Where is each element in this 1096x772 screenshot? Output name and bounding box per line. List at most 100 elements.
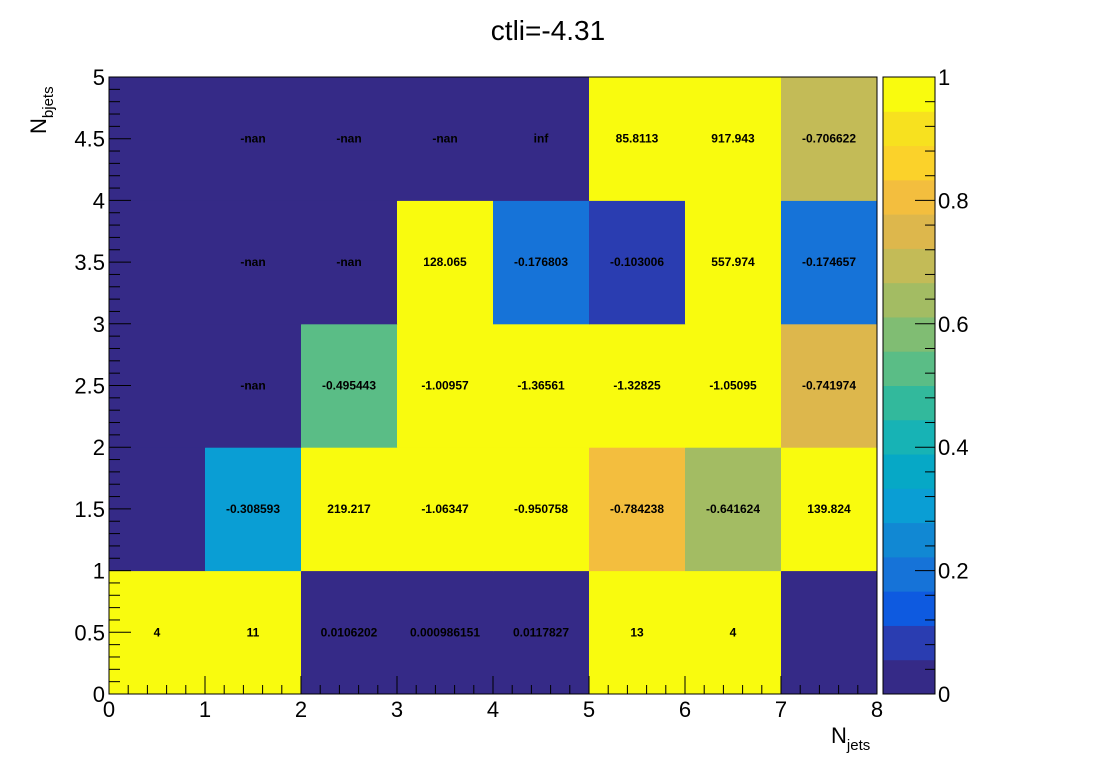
palette-swatch [883,591,935,626]
cell-value-label: inf [534,132,550,146]
heatmap-cell [301,77,398,201]
x-tick-label: 4 [487,697,499,722]
heatmap-cell [301,200,398,325]
x-axis-title-sub: jets [846,737,870,754]
cell-value-label: -0.308593 [226,502,280,516]
color-scale: 0 0.2 0.4 0.6 0.8 1 [882,65,969,707]
cell-value-label: -0.103006 [610,255,664,269]
x-tick-label: 5 [583,697,595,722]
y-tick-label: 0 [93,682,105,707]
palette-swatch [883,282,935,318]
heatmap-cell [205,570,302,695]
heatmap-cell [397,570,494,695]
y-tick-label: 1.5 [74,497,105,522]
cell-value-label: -1.05095 [709,379,757,393]
cell-value-label: -1.32825 [613,379,661,393]
heatmap-cell [685,323,782,448]
chart-title: ctli=-4.31 [491,15,605,46]
heatmap-cell [301,570,398,695]
y-axis-title-base: N [26,118,51,134]
palette-frame [882,76,936,695]
palette-tick-label: 0 [938,682,950,707]
y-tick-label: 4 [93,188,105,213]
heatmap-cell [397,323,494,448]
palette-swatch [883,214,935,249]
palette-swatch [883,385,935,421]
palette-swatch [883,248,935,284]
y-tick-label: 4.5 [74,127,105,152]
y-tick-label: 5 [93,65,105,90]
y-axis-title: Nbjets [26,86,57,134]
heatmap-cell [493,570,590,695]
heatmap-cell [589,323,686,448]
heatmap-cell [493,200,590,325]
heatmap-cell [493,77,590,201]
cell-value-label: -0.641624 [706,502,760,516]
heatmap-cell [589,570,686,695]
cell-value-label: -1.00957 [421,379,469,393]
heatmap-cell [205,447,302,572]
palette-swatch [883,659,935,695]
heatmap-cell [397,200,494,325]
cell-value-label: 0.0117827 [513,625,569,639]
cell-value-label: -0.495443 [322,379,376,393]
x-axis-title: Njets [831,723,870,754]
cell-value-label: -0.950758 [514,502,568,516]
x-tick-label: 2 [295,697,307,722]
y-tick-label: 2.5 [74,374,105,399]
cell-value-label: -nan [240,132,265,146]
cell-value-label: 128.065 [423,255,467,269]
heatmap-cell [301,323,398,448]
y-tick-label: 1 [93,559,105,584]
heatmap-cell [685,77,782,201]
heatmap-cell [781,447,878,572]
heatmap-cell [205,323,302,448]
heatmap-cell [493,447,590,572]
cell-value-label: -0.174657 [802,255,856,269]
axes: 0 1 2 3 4 5 6 7 8 0 0.5 1 1.5 2 2.5 3 3.5 4 4.5 5 [74,65,883,722]
heatmap-cell [493,323,590,448]
cell-value-label: -nan [432,132,457,146]
cell-value-label: -nan [336,255,361,269]
heatmap-cell [781,570,878,695]
heatmap-cell [589,77,686,201]
cell-value-label: 4 [730,625,737,639]
cell-value-label: 139.824 [807,502,851,516]
heatmap-cell [781,323,878,448]
x-tick-label: 3 [391,697,403,722]
cell-value-label: 557.974 [711,255,755,269]
cell-value-label: 11 [247,625,260,639]
heatmap-cell [781,200,878,325]
cell-value-label: -1.06347 [421,502,469,516]
y-tick-label: 3.5 [74,250,105,275]
x-tick-label: 0 [103,697,115,722]
x-tick-label: 8 [871,697,883,722]
cell-value-label: 219.217 [327,502,371,516]
heatmap-cell [301,447,398,572]
cell-labels: 4 11 0.0106202 0.000986151 0.0117827 13 4 -0.30… [154,132,857,640]
heatmap-cell [205,77,302,201]
heatmap-cell [589,200,686,325]
palette-swatch [883,179,935,215]
heatmap-cell [685,570,782,695]
x-tick-label: 6 [679,697,691,722]
palette-swatch [883,556,935,592]
y-tick-label: 0.5 [74,620,105,645]
cell-value-label: 0.000986151 [410,625,480,639]
palette-tick-label: 0.2 [938,559,969,584]
y-tick-label: 2 [93,435,105,460]
palette-tick-label: 0.8 [938,188,969,213]
palette-swatch [883,316,935,352]
heatmap-cell [685,200,782,325]
cell-value-label: -1.36561 [517,379,565,393]
palette-tick-label: 1 [938,65,950,90]
y-axis-title-sub: bjets [40,86,57,118]
cell-value-label: 917.943 [711,132,755,146]
cell-value-label: -0.741974 [802,379,856,393]
palette-swatch [883,351,935,386]
palette-swatch [883,488,935,524]
palette-swatch [883,111,935,147]
y-tick-label: 3 [93,312,105,337]
heatmap-cells [109,77,878,695]
